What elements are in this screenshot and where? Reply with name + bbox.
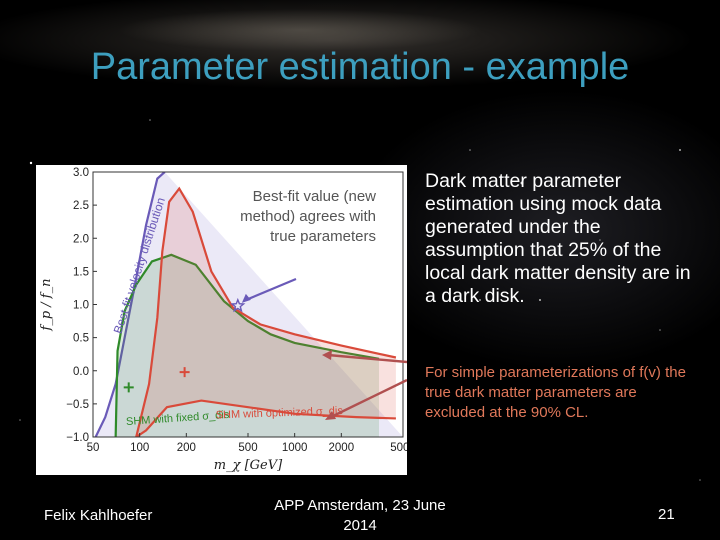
x-tick-label: 100 <box>130 442 149 454</box>
contour-line-2 <box>135 186 397 437</box>
page-number: 21 <box>658 506 675 523</box>
y-tick-label: 2.0 <box>73 233 89 245</box>
contour-fill-2 <box>136 188 396 437</box>
contour-lower-line-2 <box>135 399 396 437</box>
y-axis-label: f_p / f_n <box>39 279 54 332</box>
y-tick-label: 0.0 <box>73 366 89 378</box>
y-tick-label: 3.0 <box>73 167 89 179</box>
y-tick-label: 2.5 <box>73 200 89 212</box>
x-tick-label: 1000 <box>282 442 308 454</box>
annotation-arrow-line <box>243 277 297 302</box>
y-tick-label: −0.5 <box>66 399 89 411</box>
x-axis-label: m_χ [GeV] <box>214 458 283 473</box>
star-marker <box>230 297 246 313</box>
slide-title: Parameter estimation - example <box>90 46 630 88</box>
x-tick-label: 200 <box>177 442 196 454</box>
footer-author: Felix Kahlhoefer <box>44 507 153 524</box>
subtext-arrow-line <box>327 353 407 364</box>
y-tick-label: 1.0 <box>73 300 89 312</box>
subtext-arrow-line-2 <box>330 378 407 419</box>
x-tick-label: 2000 <box>329 442 355 454</box>
contour-label-2: SHM with optimized σ_dis <box>216 405 344 421</box>
x-tick-label: 5000 <box>390 442 407 454</box>
contour-line-1 <box>114 253 380 437</box>
x-tick-label: 500 <box>238 442 257 454</box>
sub-description: For simple parameterizations of f(v) the… <box>425 364 686 421</box>
y-tick-label: 1.5 <box>73 266 89 278</box>
y-tick-label: −1.0 <box>66 432 89 444</box>
plus-marker <box>123 382 134 393</box>
subtext-arrow-head-2 <box>325 411 336 420</box>
main-description: Dark matter parameter estimation using m… <box>425 170 691 307</box>
annotation-arrow-head <box>241 293 251 303</box>
contour-line-0 <box>94 172 166 437</box>
subtext-arrow-head <box>322 350 332 360</box>
plus-marker <box>179 367 190 378</box>
chart-panel: 50 100 200 500 1000 2000 5000 −1.0 −0.5 0.0 0.5 1.0… <box>36 165 407 475</box>
contour-fill-0 <box>95 172 403 437</box>
chart-annotation: Best-fit value (new method) agrees with … <box>240 188 376 245</box>
y-tick-label: 0.5 <box>73 333 89 345</box>
footer-conference: APP Amsterdam, 23 June 2014 <box>274 497 446 534</box>
chart-canvas: 50 100 200 500 1000 2000 5000 −1.0 −0.5 0.0 0.5 1.0… <box>39 167 407 473</box>
x-tick-label: 50 <box>87 442 100 454</box>
contour-fill-1 <box>115 254 379 437</box>
